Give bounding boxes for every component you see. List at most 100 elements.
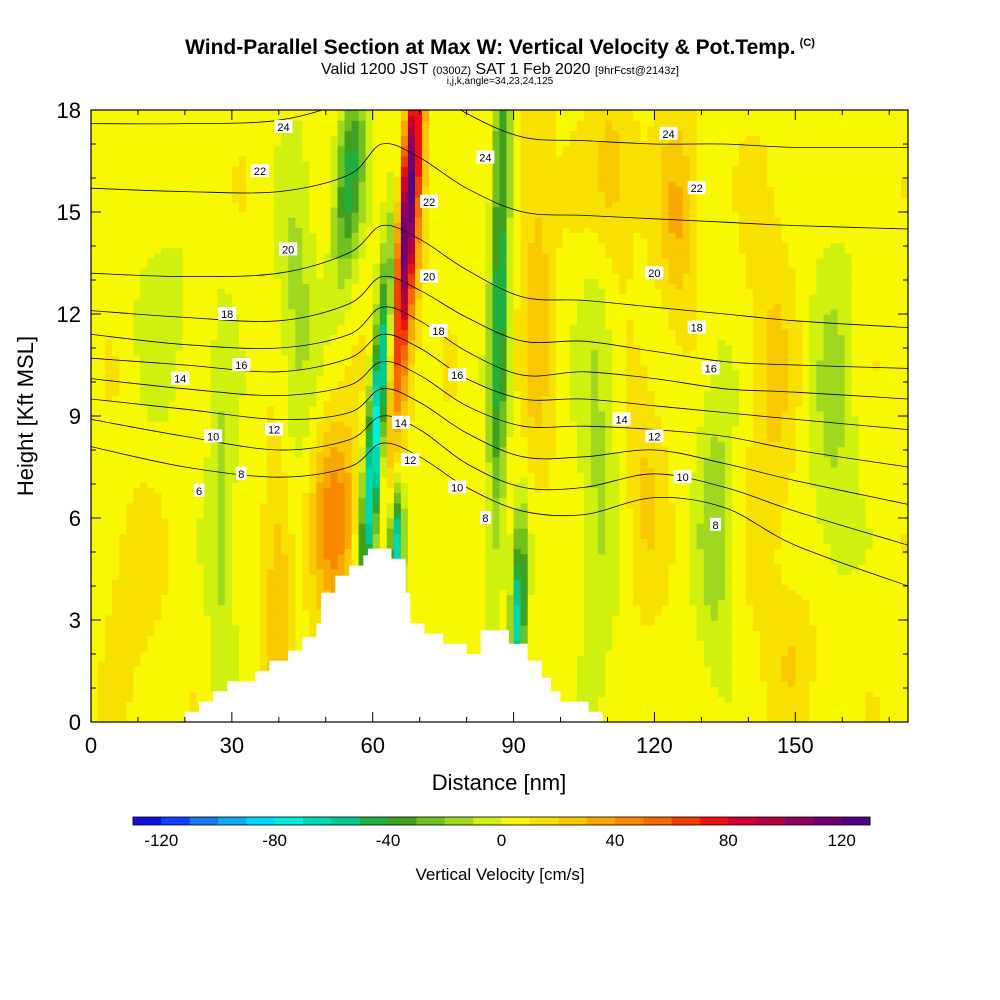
- velocity-cell: [302, 553, 310, 560]
- velocity-cell: [203, 293, 212, 300]
- velocity-cell: [161, 599, 169, 606]
- velocity-cell: [189, 625, 198, 631]
- velocity-cell: [147, 569, 155, 575]
- velocity-cell: [316, 237, 324, 244]
- velocity-cell: [126, 319, 134, 325]
- velocity-cell: [309, 308, 317, 315]
- velocity-cell: [196, 314, 205, 320]
- velocity-cell: [245, 410, 254, 417]
- velocity-cell: [119, 354, 127, 361]
- velocity-cell: [365, 482, 374, 488]
- velocity-cell: [154, 329, 162, 335]
- velocity-cell: [140, 125, 148, 131]
- velocity-cell: [210, 620, 219, 626]
- velocity-cell: [196, 416, 205, 422]
- velocity-cell: [288, 614, 296, 621]
- velocity-cell: [189, 324, 198, 330]
- velocity-cell: [330, 268, 339, 274]
- velocity-cell: [175, 569, 184, 575]
- velocity-cell: [330, 472, 339, 478]
- velocity-cell: [182, 635, 191, 641]
- velocity-cell: [267, 620, 275, 626]
- velocity-cell: [224, 395, 233, 402]
- velocity-cell: [238, 140, 247, 147]
- velocity-cell: [260, 487, 268, 494]
- velocity-cell: [358, 446, 367, 453]
- velocity-cell: [274, 533, 282, 539]
- velocity-cell: [126, 660, 134, 667]
- velocity-cell: [337, 166, 346, 172]
- velocity-cell: [133, 620, 141, 626]
- velocity-cell: [154, 701, 162, 708]
- velocity-cell: [323, 416, 331, 422]
- velocity-cell: [302, 155, 310, 162]
- velocity-cell: [372, 507, 381, 514]
- velocity-cell: [351, 543, 360, 550]
- velocity-cell: [309, 599, 317, 606]
- velocity-cell: [372, 354, 381, 361]
- velocity-cell: [161, 410, 169, 417]
- velocity-cell: [210, 681, 219, 687]
- velocity-cell: [245, 217, 254, 223]
- velocity-cell: [98, 426, 106, 432]
- velocity-cell: [260, 421, 268, 427]
- velocity-cell: [119, 150, 127, 157]
- velocity-cell: [98, 548, 106, 555]
- velocity-cell: [182, 242, 191, 249]
- velocity-cell: [372, 206, 381, 213]
- velocity-cell: [281, 365, 289, 371]
- velocity-cell: [154, 380, 162, 386]
- velocity-cell: [309, 120, 317, 126]
- velocity-cell: [126, 237, 134, 244]
- velocity-cell: [217, 232, 226, 239]
- velocity-cell: [267, 212, 275, 218]
- velocity-cell: [267, 314, 275, 320]
- velocity-cell: [98, 538, 106, 545]
- velocity-cell: [281, 569, 289, 575]
- velocity-cell: [119, 268, 127, 274]
- velocity-cell: [288, 609, 296, 616]
- velocity-cell: [168, 574, 177, 580]
- velocity-cell: [344, 569, 353, 575]
- velocity-cell: [98, 436, 106, 443]
- velocity-cell: [133, 431, 141, 437]
- velocity-cell: [231, 650, 240, 657]
- velocity-cell: [302, 477, 310, 483]
- velocity-cell: [189, 349, 198, 356]
- velocity-cell: [358, 181, 367, 188]
- velocity-cell: [126, 589, 134, 596]
- velocity-cell: [274, 456, 282, 463]
- velocity-cell: [231, 436, 240, 443]
- velocity-cell: [274, 467, 282, 473]
- velocity-cell: [210, 614, 219, 621]
- velocity-cell: [288, 217, 296, 223]
- velocity-cell: [365, 441, 374, 448]
- velocity-cell: [147, 217, 155, 223]
- velocity-cell: [267, 477, 275, 483]
- velocity-cell: [323, 446, 331, 453]
- velocity-cell: [196, 574, 205, 580]
- velocity-cell: [126, 375, 134, 381]
- velocity-cell: [302, 181, 310, 188]
- velocity-cell: [288, 395, 296, 402]
- velocity-cell: [210, 201, 219, 208]
- velocity-cell: [112, 395, 120, 402]
- velocity-cell: [358, 232, 367, 239]
- velocity-cell: [245, 288, 254, 295]
- velocity-cell: [105, 706, 113, 713]
- velocity-cell: [358, 298, 367, 305]
- velocity-cell: [168, 523, 177, 529]
- velocity-cell: [210, 370, 219, 376]
- velocity-cell: [119, 201, 127, 208]
- velocity-cell: [245, 487, 254, 494]
- velocity-cell: [203, 574, 212, 580]
- velocity-cell: [154, 706, 162, 713]
- velocity-cell: [182, 288, 191, 295]
- velocity-cell: [295, 528, 303, 534]
- velocity-cell: [267, 563, 275, 570]
- velocity-cell: [182, 257, 191, 264]
- velocity-cell: [245, 319, 254, 325]
- velocity-cell: [330, 467, 339, 473]
- velocity-cell: [330, 308, 339, 315]
- velocity-cell: [302, 222, 310, 228]
